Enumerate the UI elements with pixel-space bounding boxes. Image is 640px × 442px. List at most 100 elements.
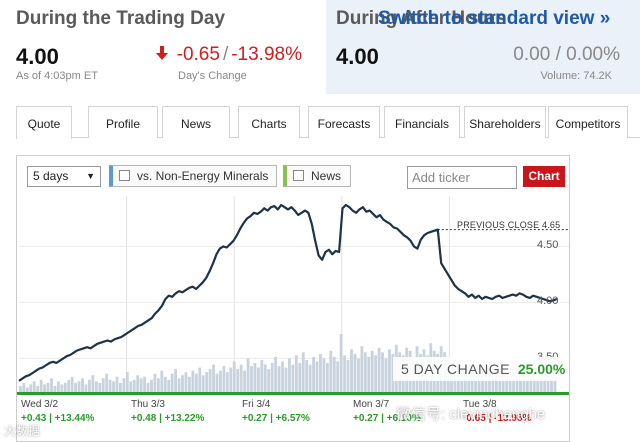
volume-bar: [339, 334, 343, 392]
day-change: +0.27 | +6.10%: [353, 413, 421, 424]
day-change: +0.43 | +13.44%: [21, 413, 95, 424]
checkbox-icon: [293, 170, 304, 181]
volume-bar: [370, 350, 374, 392]
volume-bar: [84, 384, 88, 392]
tab-shareholders[interactable]: Shareholders: [464, 106, 546, 138]
day-date: Thu 3/3: [131, 399, 165, 410]
volume-bar: [332, 356, 336, 392]
day-change-value: -0.65: [176, 44, 220, 65]
day-change-percent: +13.44%: [54, 413, 95, 424]
volume-bar: [29, 384, 33, 392]
volume-bar: [305, 359, 309, 392]
day-change: +0.27 | +6.57%: [242, 413, 310, 424]
volume-bar: [146, 382, 150, 392]
tab-forecasts[interactable]: Forecasts: [308, 106, 380, 138]
volume-bar: [50, 378, 53, 392]
day-change-percent: -13.98%: [494, 413, 532, 424]
volume-bar: [108, 379, 112, 392]
volume-bar: [43, 384, 46, 392]
volume-bar: [246, 358, 250, 392]
day-summary: Fri 3/4 +0.27 | +6.57%: [242, 398, 310, 426]
volume-bar: [143, 376, 147, 392]
compare-sector-toggle[interactable]: vs. Non-Energy Minerals: [109, 165, 277, 187]
plot-area: PREVIOUS CLOSE 4.65 4.50 4.00 3.50 5 DAY…: [17, 196, 569, 392]
chart-controls: 5 days ▼ vs. Non-Energy Minerals News Ad…: [17, 156, 569, 196]
tab-news[interactable]: News: [162, 106, 230, 138]
volume-bar: [288, 358, 291, 392]
volume-bar: [74, 382, 78, 392]
volume-bar: [60, 384, 64, 392]
day-change-value: +0.27: [242, 413, 268, 424]
volume-bar: [301, 352, 305, 392]
volume-bar: [336, 361, 340, 392]
after-hours-price: 4.00: [336, 44, 379, 69]
volume-bar: [181, 375, 184, 392]
volume-bar: [243, 370, 247, 392]
tab-financials[interactable]: Financials: [384, 106, 460, 138]
volume-bar: [298, 363, 302, 392]
checkbox-icon: [119, 170, 130, 181]
previous-close-label: PREVIOUS CLOSE 4.65: [457, 220, 561, 230]
volume-bar: [532, 373, 536, 392]
volume-bar: [153, 373, 157, 392]
period-select[interactable]: 5 days ▼: [27, 166, 101, 187]
volume-bar: [19, 385, 22, 392]
volume-bar: [125, 372, 129, 392]
volume-bar: [525, 373, 529, 392]
after-hours-panel: During After Hours Switch to standard vi…: [326, 0, 640, 94]
tab-competitors[interactable]: Competitors: [548, 106, 628, 138]
volume-bar: [353, 353, 357, 392]
five-day-change: 5 DAY CHANGE 25.00%: [393, 357, 569, 381]
volume-bar: [319, 353, 322, 392]
volume-bar: [205, 372, 209, 392]
five-day-change-value: 25.00%: [517, 361, 566, 377]
volume-bar: [101, 378, 105, 392]
tab-quote[interactable]: Quote: [16, 106, 72, 139]
volume-bar: [160, 370, 164, 392]
after-hours-change-percent: 0.00%: [566, 44, 620, 65]
after-hours-change-value: 0.00: [513, 44, 551, 65]
add-ticker-input[interactable]: Add ticker: [407, 166, 517, 189]
tab-charts[interactable]: Charts: [238, 106, 300, 138]
volume-bar: [53, 385, 57, 392]
volume-bar: [512, 370, 516, 392]
volume-bar: [329, 350, 333, 392]
y-tick-label: 4.00: [537, 295, 559, 308]
day-change-value: +0.48: [131, 413, 157, 424]
volume-bar: [388, 349, 391, 392]
volume-bar: [322, 358, 326, 392]
volume-bar: [167, 379, 171, 392]
volume-bar: [198, 367, 202, 392]
volume-bar: [105, 373, 109, 392]
day-change-label: Day's Change: [178, 70, 247, 82]
volume-bar: [263, 364, 267, 392]
tab-profile[interactable]: Profile: [88, 106, 158, 138]
volume-bar: [39, 379, 43, 392]
volume-bar: [156, 378, 160, 392]
volume-bar: [543, 375, 547, 392]
volume-bar: [260, 359, 264, 392]
day-summary: Tue 3/8 -0.65 | -13.98%: [463, 398, 531, 426]
day-change-value: -0.65: [463, 413, 486, 424]
volume-bar: [277, 366, 281, 392]
last-price: 4.00: [16, 44, 59, 69]
volume-bar: [139, 378, 143, 392]
volume-bar: [381, 352, 384, 392]
volume-bar: [94, 381, 98, 392]
chart-button[interactable]: Chart: [523, 166, 565, 187]
volume-readout: Volume: 74.2K: [540, 70, 612, 82]
volume-bar: [325, 363, 329, 392]
volume-bar: [270, 363, 274, 392]
news-toggle[interactable]: News: [283, 165, 351, 187]
volume-bar: [87, 379, 91, 392]
volume-bar: [315, 361, 319, 392]
volume-bar: [56, 381, 60, 392]
volume-bar: [236, 369, 240, 392]
volume-bar: [215, 373, 219, 392]
switch-standard-view-link[interactable]: Switch to standard view »: [378, 8, 611, 29]
volume-bar: [194, 373, 198, 392]
volume-bar: [136, 375, 140, 392]
change-separator: /: [555, 44, 561, 65]
volume-bar: [81, 378, 84, 392]
volume-bar: [25, 387, 29, 392]
